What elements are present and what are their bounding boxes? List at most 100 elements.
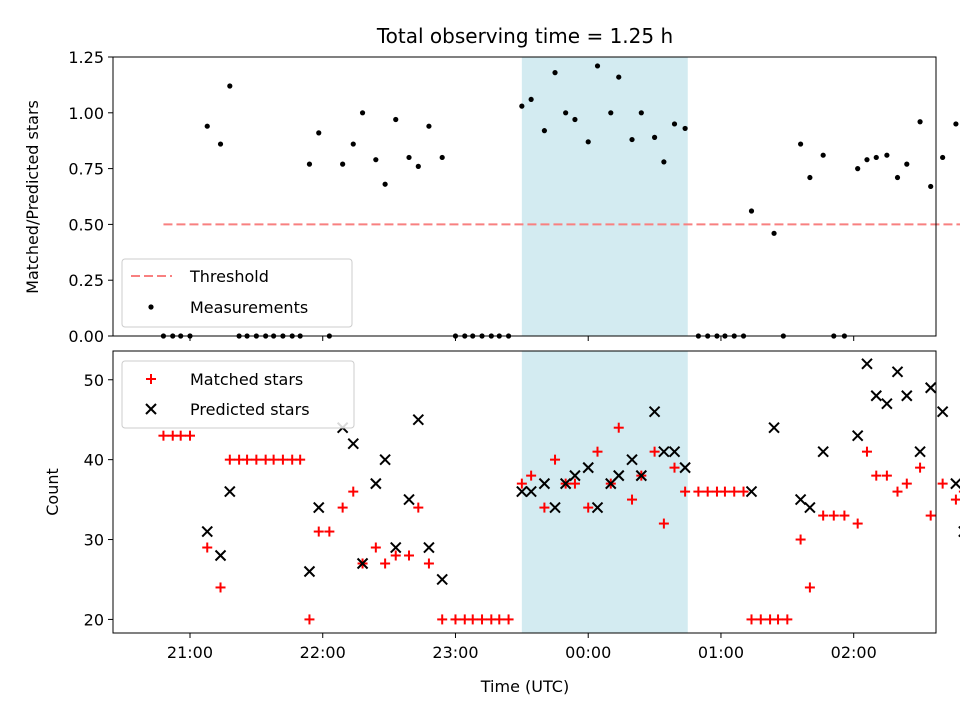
bottom-highlight-span	[521, 351, 688, 633]
bottom-y-tick-label: 20	[84, 610, 104, 629]
measurement-point	[894, 174, 901, 181]
bottom-y-ticks: 20 30 40 50	[84, 371, 113, 629]
measurement-point	[541, 128, 548, 134]
predicted-star-point	[582, 461, 594, 474]
predicted-star-point	[559, 477, 572, 490]
predicted-star-point	[658, 445, 670, 458]
predicted-star-point	[817, 445, 829, 458]
predicted-star-point	[861, 358, 873, 370]
measurement-point	[306, 161, 313, 167]
measurement-point	[873, 154, 879, 161]
measurement-point	[608, 110, 614, 116]
measurement-point	[616, 74, 622, 80]
measurement-point	[671, 121, 678, 127]
top-x-ticks	[189, 336, 855, 341]
matched-star-point	[224, 454, 235, 465]
predicted-star-point	[613, 469, 625, 482]
matched-star-point	[915, 462, 926, 473]
top-y-tick-label: 0.25	[68, 271, 104, 290]
matched-star-point	[313, 526, 324, 537]
top-y-ticks: 0.00 0.25 0.50 0.75 1.00 1.25	[68, 48, 113, 346]
predicted-star-point	[201, 525, 213, 538]
chart-title: Total observing time = 1.25 h	[376, 24, 673, 48]
predicted-star-point	[379, 453, 391, 466]
matched-star-point	[592, 446, 603, 457]
top-panel: 0.00 0.25 0.50 0.75 1.00 1.25 Matched/Predict…	[23, 48, 960, 346]
measurement-point	[227, 83, 233, 89]
matched-star-point	[828, 510, 839, 521]
predicted-star-point	[804, 501, 816, 514]
measurement-point	[884, 152, 890, 158]
matched-star-point	[871, 470, 882, 481]
matched-star-point	[404, 550, 415, 561]
matched-star-point	[516, 478, 527, 489]
matched-star-point	[892, 486, 903, 497]
matched-star-point	[494, 614, 505, 625]
predicted-star-point	[224, 485, 236, 498]
top-y-axis-label: Matched/Predicted stars	[23, 100, 42, 294]
measurement-point	[771, 230, 777, 236]
legend-measurements-swatch	[148, 304, 154, 310]
predicted-star-point	[549, 501, 561, 514]
predicted-star-point	[423, 541, 435, 554]
matched-star-point	[738, 486, 749, 497]
measurement-point	[594, 63, 601, 69]
bottom-x-tick-label: 22:00	[300, 643, 346, 662]
predicted-star-point	[851, 429, 864, 442]
top-legend-box	[121, 258, 353, 328]
measurement-point	[638, 110, 644, 116]
predicted-star-point	[436, 573, 448, 586]
measurement-point	[563, 110, 569, 116]
measurement-point	[552, 70, 558, 76]
top-legend: Threshold Measurements	[121, 258, 353, 328]
matched-star-point	[370, 542, 381, 553]
measurement-point	[807, 174, 813, 181]
top-plot-frame	[112, 56, 937, 337]
matched-star-point	[539, 502, 550, 513]
measurement-point	[585, 139, 591, 145]
matched-star-point	[158, 430, 169, 441]
predicted-star-point	[303, 565, 316, 578]
matched-star-point	[804, 582, 815, 593]
matched-star-point	[268, 454, 279, 465]
predicted-star-point	[679, 461, 691, 474]
predicted-star-point	[648, 406, 661, 418]
measurement-point	[426, 123, 432, 129]
measurement-point	[415, 163, 421, 169]
matched-star-point	[467, 614, 478, 625]
measurement-point	[864, 157, 870, 163]
legend-measurements-label: Measurements	[190, 298, 308, 317]
predicted-star-point	[745, 485, 758, 498]
predicted-star-point	[214, 549, 227, 562]
predicted-star-point	[569, 469, 581, 482]
matched-star-point	[450, 614, 461, 625]
measurement-point	[855, 166, 861, 172]
matched-star-point	[950, 494, 960, 505]
legend-predicted-label: Predicted stars	[190, 400, 310, 419]
matched-star-point	[937, 478, 948, 489]
measurement-point	[928, 183, 934, 190]
predicted-star-point	[794, 493, 807, 506]
matched-star-point	[277, 454, 288, 465]
matched-star-point	[324, 526, 335, 537]
bottom-x-tick-label: 00:00	[565, 643, 611, 662]
matched-star-point	[658, 518, 669, 529]
predicted-star-point	[668, 445, 681, 458]
measurement-point	[340, 161, 346, 167]
measurement-point	[953, 121, 959, 127]
predicted-star-point	[356, 557, 369, 570]
predicted-star-point	[870, 390, 882, 402]
measurement-point	[204, 123, 210, 129]
predicted-star-point	[891, 366, 904, 378]
matched-star-point	[702, 486, 713, 497]
matched-star-point	[215, 582, 226, 593]
matched-star-point	[526, 470, 537, 481]
measurement-point	[393, 116, 399, 123]
measurement-point	[217, 141, 224, 147]
legend-matched-swatch	[146, 374, 156, 384]
measurement-point	[373, 157, 379, 163]
legend-threshold-label: Threshold	[189, 267, 269, 286]
predicted-star-point	[313, 501, 325, 514]
